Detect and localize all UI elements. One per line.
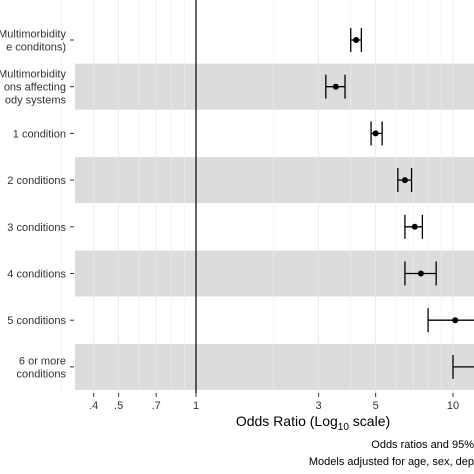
x-tick-label: .4 [89, 400, 98, 412]
caption-line-2: Models adjusted for age, sex, dep [309, 456, 474, 468]
x-tick-label: 10 [447, 400, 459, 412]
caption-line-1: Odds ratios and 95% [371, 439, 474, 451]
row-label: 6 or more [19, 355, 66, 367]
row-label: ody systems [5, 95, 67, 107]
point-estimate [452, 317, 459, 324]
row-band [75, 63, 474, 110]
x-tick-label: .5 [114, 400, 123, 412]
row-label: 5 conditions [7, 315, 66, 327]
point-estimate [332, 83, 339, 90]
x-tick-label: .7 [152, 400, 161, 412]
point-estimate [417, 270, 424, 277]
plot-panel [61, 0, 474, 393]
row-label: 1 condition [13, 128, 66, 140]
x-tick-label: 5 [373, 400, 379, 412]
row-label: ons affecting [4, 82, 66, 94]
point-estimate [353, 37, 360, 43]
point-estimate [372, 130, 379, 137]
x-axis: .4 .5 .7 1 3 5 10 [89, 393, 459, 412]
x-axis-title: Odds Ratio (Log10 scale) [236, 413, 390, 433]
x-tick-label: 3 [316, 400, 322, 412]
row-label: Multimorbidity [0, 69, 66, 81]
point-estimate [401, 177, 408, 184]
row-label: conditions [16, 368, 66, 380]
x-tick-label: 1 [193, 400, 199, 412]
row-label: e conditons) [6, 42, 66, 54]
point-estimate [411, 223, 418, 230]
row-label: 3 conditions [7, 222, 66, 234]
row-label: 2 conditions [7, 175, 66, 187]
row-label: 4 conditions [7, 269, 66, 281]
row-band [75, 157, 474, 204]
row-label: Multimorbidity [0, 29, 66, 41]
row-band [75, 343, 474, 390]
